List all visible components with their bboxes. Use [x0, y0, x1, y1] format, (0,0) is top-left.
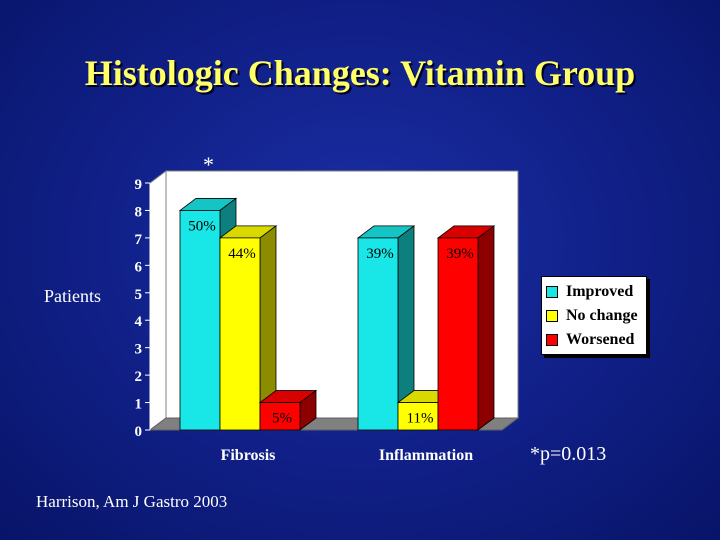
legend-label-worsened: Worsened: [566, 331, 635, 348]
y-tick-label: 5: [135, 287, 143, 303]
legend-label-no-change: No change: [566, 307, 638, 324]
bar-side: [477, 225, 495, 431]
data-label: 5%: [272, 411, 292, 427]
source-citation: Harrison, Am J Gastro 2003: [36, 492, 228, 511]
bar: [397, 402, 439, 431]
bar: [179, 210, 221, 431]
legend-item-improved: Improved: [546, 280, 646, 304]
legend-swatch-improved: [546, 286, 558, 298]
y-tick-label: 8: [135, 204, 143, 220]
y-tick-label: 6: [135, 259, 143, 275]
legend-swatch-no-change: [546, 310, 558, 322]
x-tick-label: Fibrosis: [221, 447, 276, 464]
y-tick-label: 3: [135, 342, 143, 358]
data-label: 44%: [228, 246, 256, 262]
data-label: 50%: [188, 218, 216, 234]
slide-title: Histologic Changes: Vitamin Group: [84, 53, 636, 93]
y-tick-label: 0: [135, 424, 143, 440]
x-tick-label: Inflammation: [379, 447, 473, 464]
y-axis-label: Patients: [44, 286, 101, 306]
bar: [219, 237, 261, 431]
legend-label-improved: Improved: [566, 283, 634, 300]
bar: [357, 237, 399, 431]
legend-swatch-worsened: [546, 334, 558, 346]
data-label: 39%: [446, 246, 474, 262]
p-value-note: *p=0.013: [530, 443, 607, 465]
bar: [437, 237, 479, 431]
legend: Improved No change Worsened: [541, 276, 647, 355]
bar: [259, 402, 301, 431]
y-tick-label: 9: [135, 177, 143, 193]
y-tick-label: 2: [135, 369, 143, 385]
y-tick-label: 4: [135, 314, 143, 330]
y-tick-label: 1: [135, 397, 143, 413]
y-tick-label: 7: [135, 232, 143, 248]
legend-item-worsened: Worsened: [546, 328, 646, 352]
data-label: 39%: [366, 246, 394, 262]
data-label: 11%: [407, 411, 434, 427]
plot-side-wall: [149, 170, 167, 431]
significance-star: *: [203, 152, 214, 177]
legend-item-no-change: No change: [546, 304, 646, 328]
